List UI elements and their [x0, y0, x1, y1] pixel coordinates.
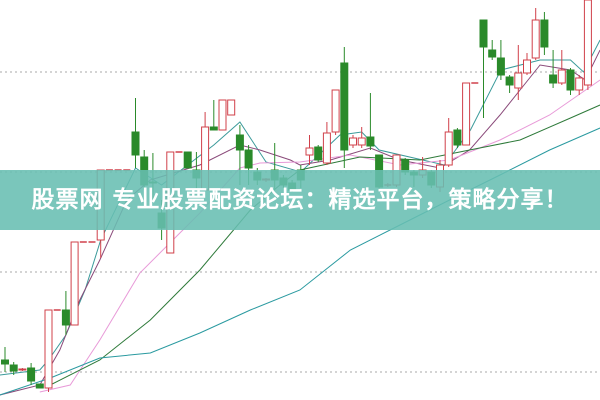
candle	[453, 128, 462, 148]
candle-body	[505, 76, 514, 86]
candle-body	[322, 132, 331, 164]
candle-body	[488, 49, 497, 58]
candle-body	[27, 367, 36, 382]
candle	[209, 100, 218, 131]
candle-body	[183, 151, 192, 169]
candle	[305, 135, 314, 165]
candle-body	[583, 0, 592, 86]
candle-body	[209, 126, 218, 131]
candle	[218, 99, 227, 131]
candle	[61, 291, 70, 335]
candle	[531, 8, 540, 60]
candle	[322, 122, 331, 165]
candle-body	[531, 19, 540, 59]
candle-body	[523, 59, 531, 74]
candle	[366, 93, 375, 150]
candle	[35, 383, 44, 389]
candle-body	[366, 136, 375, 147]
candle	[462, 82, 471, 146]
candle-body	[314, 146, 323, 161]
candle	[488, 40, 497, 60]
candle	[514, 45, 523, 100]
candle-body	[70, 241, 79, 326]
candle-body	[514, 72, 523, 89]
candle-body	[340, 62, 349, 151]
candle-body	[462, 82, 471, 146]
candle-body	[331, 89, 340, 133]
candle	[575, 75, 584, 95]
candle	[496, 40, 505, 80]
candle	[18, 368, 27, 371]
candle-body	[44, 309, 53, 389]
candle-body	[235, 134, 244, 151]
candle	[505, 75, 514, 93]
candle	[540, 12, 549, 55]
candle-body	[540, 19, 549, 48]
candle	[227, 99, 236, 116]
candle-body	[575, 77, 584, 91]
candle	[331, 89, 340, 135]
candle-body	[349, 137, 357, 146]
candle-body	[453, 129, 462, 146]
candle-body	[218, 99, 227, 131]
candle-body	[566, 69, 575, 91]
candle	[549, 50, 558, 88]
moving-average-line	[39, 79, 600, 393]
banner-text: 股票网 专业股票配资论坛：精选平台，策略分享！	[31, 187, 569, 213]
candle-body	[131, 131, 140, 156]
candle	[583, 0, 592, 90]
candle	[340, 47, 349, 168]
candle	[523, 53, 531, 75]
candle	[349, 135, 357, 148]
candle-body	[305, 147, 314, 156]
candle	[566, 68, 575, 95]
candle-body	[1, 359, 9, 365]
moving-average-line	[0, 39, 600, 376]
candle	[70, 241, 79, 326]
candle	[314, 145, 323, 162]
candle-body	[357, 137, 366, 146]
moving-average-line	[0, 49, 600, 396]
candle	[557, 50, 566, 85]
candle-body	[227, 99, 236, 116]
candle	[479, 19, 488, 118]
candle-body	[549, 74, 558, 84]
banner-background	[0, 170, 600, 230]
candle-body	[496, 57, 505, 76]
candle	[183, 151, 192, 169]
candle	[44, 309, 53, 392]
candle	[444, 118, 453, 167]
candle	[1, 347, 9, 372]
candle-body	[479, 19, 488, 48]
candle-body	[9, 364, 18, 372]
candle-body	[61, 309, 70, 326]
candle-body	[18, 368, 27, 371]
candle-body	[35, 383, 44, 389]
candle	[131, 98, 140, 168]
candle	[9, 362, 18, 375]
candle-body	[444, 131, 453, 166]
candle	[357, 127, 366, 148]
candle	[27, 363, 36, 385]
candle-body	[557, 69, 566, 84]
candle-body	[244, 149, 253, 169]
